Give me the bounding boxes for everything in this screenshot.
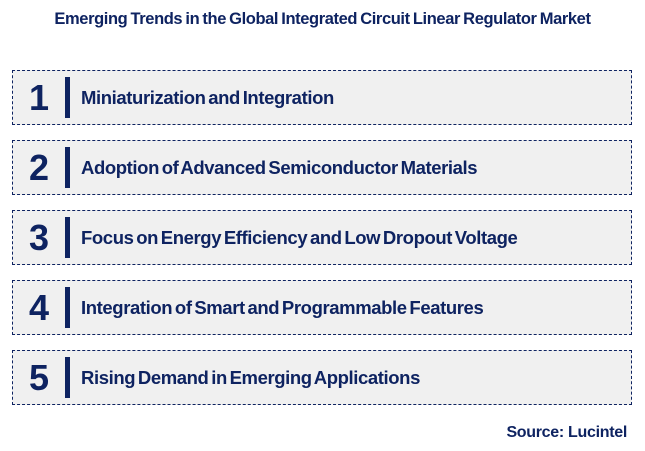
trend-row: 5 Rising Demand in Emerging Applications [12, 350, 632, 405]
vertical-divider [65, 77, 70, 118]
vertical-divider [65, 147, 70, 188]
trend-label: Adoption of Advanced Semiconductor Mater… [81, 156, 478, 178]
trend-label: Miniaturization and Integration [81, 86, 334, 108]
page-title: Emerging Trends in the Global Integrated… [54, 10, 591, 28]
trend-row: 1 Miniaturization and Integration [12, 70, 632, 125]
trend-row: 2 Adoption of Advanced Semiconductor Mat… [12, 140, 632, 195]
trend-number: 2 [28, 146, 50, 188]
source-credit: Source: Lucintel [506, 424, 627, 441]
trend-number: 5 [28, 356, 50, 398]
trend-number: 3 [28, 216, 50, 258]
trend-number: 4 [28, 286, 50, 328]
vertical-divider [65, 217, 70, 258]
trend-row: 3 Focus on Energy Efficiency and Low Dro… [12, 210, 632, 265]
vertical-divider [65, 357, 70, 398]
trend-row: 4 Integration of Smart and Programmable … [12, 280, 632, 335]
vertical-divider [65, 287, 70, 328]
trend-label: Rising Demand in Emerging Applications [81, 366, 420, 388]
trend-label: Integration of Smart and Programmable Fe… [81, 296, 484, 318]
trend-label: Focus on Energy Efficiency and Low Dropo… [81, 226, 518, 248]
trend-number: 1 [28, 76, 50, 118]
